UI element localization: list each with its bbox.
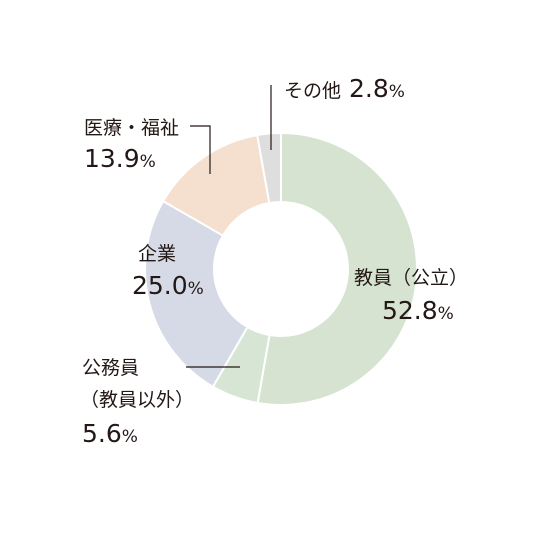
leader-line-medical — [190, 125, 211, 174]
slice-label-teacher: 教員（公立） — [354, 267, 468, 289]
slice-label-public-servant-line2: （教員以外） — [80, 389, 194, 411]
slice-value-teacher: 52.8% — [382, 296, 454, 325]
slice-company — [144, 199, 249, 389]
slice-label-public-servant: 公務員 — [82, 357, 139, 379]
slice-label-medical: 医療・福祉 — [84, 117, 179, 139]
slice-label-other: その他 2.8% — [284, 74, 405, 103]
slice-value-company: 25.0% — [132, 271, 204, 300]
slice-value-medical: 13.9% — [84, 144, 156, 173]
slice-label-company: 企業 — [138, 243, 176, 265]
slice-value-public-servant: 5.6% — [82, 419, 138, 448]
chart-slices — [144, 131, 418, 406]
slice-teacher — [256, 131, 418, 406]
slice-other — [256, 131, 282, 205]
